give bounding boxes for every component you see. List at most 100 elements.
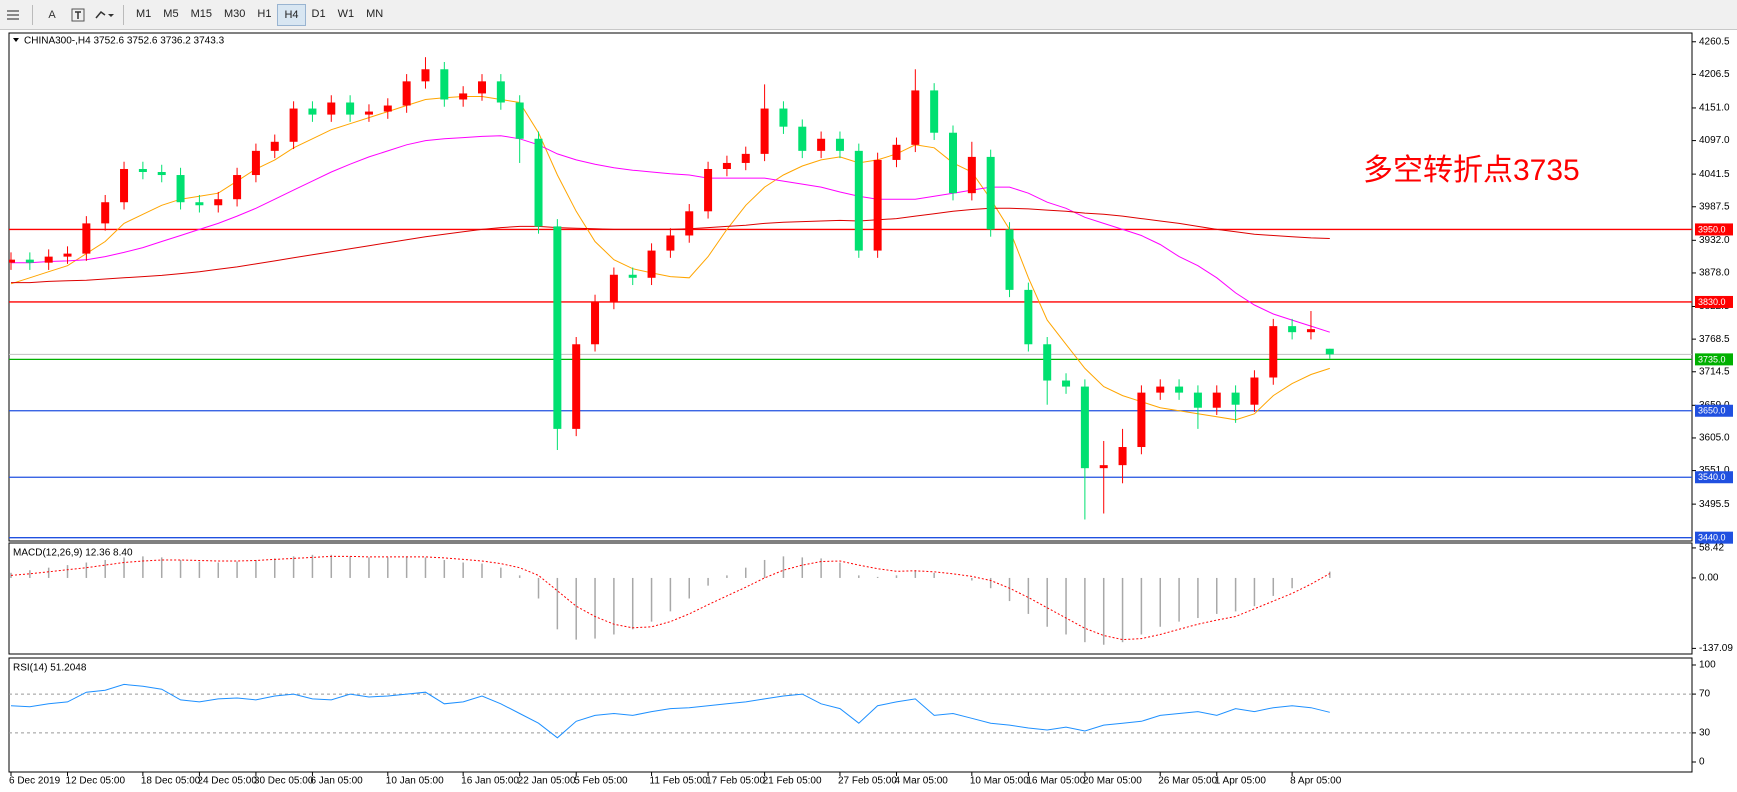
candle-body — [1118, 447, 1127, 466]
x-tick-label: 4 Mar 05:00 — [894, 776, 948, 787]
candle-body — [1080, 386, 1089, 469]
chart: 4260.5 4206.5 4151.0 4097.0 4041.5 3987.5 3932… — [8, 32, 1733, 787]
toolbar: A M1 M5 M15 M30 H1 H4 D1 W1 MN — [0, 0, 1737, 30]
candle-body — [609, 274, 618, 302]
candle-body — [1193, 392, 1202, 408]
menu-icon[interactable] — [2, 5, 24, 25]
level-label: 3440.0 — [1698, 533, 1726, 543]
arrow-glyph — [95, 10, 114, 18]
candle-body — [251, 150, 260, 176]
candle-body — [534, 138, 543, 227]
timeframe-button[interactable]: H1 — [257, 7, 272, 20]
timeframe-button[interactable]: W1 — [337, 7, 355, 20]
chart-title: CHINA300-,H4 3752.6 3752.6 3736.2 3743.3 — [24, 36, 225, 47]
candle-body — [157, 172, 166, 176]
separator — [32, 4, 33, 25]
label-glyph — [71, 8, 85, 21]
candle-body — [44, 256, 53, 263]
candle-body — [1231, 392, 1240, 405]
x-tick-label: 16 Mar 05:00 — [1026, 776, 1085, 787]
x-tick-label: 16 Jan 05:00 — [461, 776, 519, 787]
y-tick-label: 0 — [1699, 757, 1705, 768]
x-tick-label: 21 Feb 05:00 — [763, 776, 822, 787]
panel-frame — [8, 32, 1693, 542]
candle-body — [986, 156, 995, 230]
y-tick-label: 4206.5 — [1699, 69, 1730, 80]
candle-body — [383, 105, 392, 112]
level-label-bg — [1695, 404, 1733, 417]
timeframe-button[interactable]: M30 — [223, 7, 246, 20]
label-tool[interactable] — [67, 5, 89, 25]
candle-body — [798, 126, 807, 151]
candle-body — [1099, 465, 1108, 469]
y-tick-label: 70 — [1699, 689, 1711, 700]
x-tick-label: 26 Mar 05:00 — [1158, 776, 1217, 787]
y-tick-label: 3551.0 — [1699, 465, 1730, 476]
x-tick-label: 20 Mar 05:00 — [1083, 776, 1142, 787]
candle-body — [478, 81, 486, 94]
indicator-title: RSI(14) 51.2048 — [13, 663, 87, 674]
timeframe-button[interactable]: M15 — [190, 7, 212, 20]
candle-body — [289, 108, 298, 142]
candle-body — [647, 250, 656, 278]
candle-body — [1005, 229, 1014, 290]
candle-body — [346, 102, 355, 115]
x-tick-label: 8 Apr 05:00 — [1290, 776, 1342, 787]
x-tick-label: 10 Mar 05:00 — [970, 776, 1029, 787]
candle-body — [421, 69, 430, 82]
x-tick-label: 12 Dec 05:00 — [66, 776, 126, 787]
candle-body — [1306, 329, 1315, 333]
candle-body — [722, 162, 731, 169]
panel-frame — [8, 657, 1693, 773]
timeframe-button[interactable]: D1 — [311, 7, 326, 20]
timeframe-button[interactable]: MN — [366, 7, 384, 20]
candle-body — [25, 259, 34, 263]
candle-body — [1250, 377, 1259, 405]
x-tick-label: 17 Feb 05:00 — [706, 776, 765, 787]
panel-frame — [8, 542, 1693, 655]
candle-body — [120, 168, 129, 203]
candle-body — [82, 223, 91, 254]
candle-body — [515, 102, 524, 139]
level-label: 3735.0 — [1698, 354, 1726, 364]
candle-body — [949, 132, 957, 194]
level-label-bg — [1695, 353, 1733, 366]
candle-body — [101, 202, 110, 224]
y-tick-label: 4151.0 — [1699, 103, 1730, 114]
timeframe-button[interactable]: M1 — [136, 7, 152, 20]
candle-body — [835, 138, 844, 151]
candle-body — [911, 90, 920, 145]
x-tick-label: 1 Apr 05:00 — [1215, 776, 1267, 787]
x-tick-label: 27 Feb 05:00 — [838, 776, 897, 787]
candle-body — [402, 81, 411, 106]
annotation: 多空转折点3735 — [1363, 154, 1580, 187]
timeframe-button[interactable]: H4 — [277, 3, 306, 26]
candle-body — [327, 102, 336, 115]
level-label-bg — [1695, 295, 1733, 308]
candle-body — [572, 344, 581, 429]
candle-body — [854, 150, 863, 251]
indicator-title: MACD(12,26,9) 12.36 8.40 — [13, 548, 133, 559]
moving-average — [10, 96, 1330, 421]
timeframe-button[interactable]: M5 — [163, 7, 179, 20]
candle-body — [195, 202, 204, 206]
candle-body — [873, 159, 882, 251]
arrow-tool[interactable] — [93, 5, 115, 25]
candle-body — [1212, 392, 1221, 408]
level-label: 3540.0 — [1698, 472, 1726, 482]
text-tool[interactable]: A — [48, 8, 56, 21]
timeframe-group: M1 M5 M15 M30 H1 H4 D1 W1 MN — [130, 3, 389, 26]
candle-body — [459, 93, 468, 100]
moving-average — [11, 135, 1330, 333]
candle-body — [63, 253, 72, 257]
x-tick-label: 10 Jan 05:00 — [386, 776, 444, 787]
candle-body — [779, 108, 788, 127]
candle-body — [685, 211, 694, 236]
candle-body — [666, 235, 675, 251]
y-tick-label: 3878.0 — [1699, 268, 1730, 279]
candle-body — [138, 168, 147, 173]
y-tick-label: 4041.5 — [1699, 169, 1730, 180]
candle-body — [704, 168, 713, 212]
candle-body — [967, 156, 976, 194]
